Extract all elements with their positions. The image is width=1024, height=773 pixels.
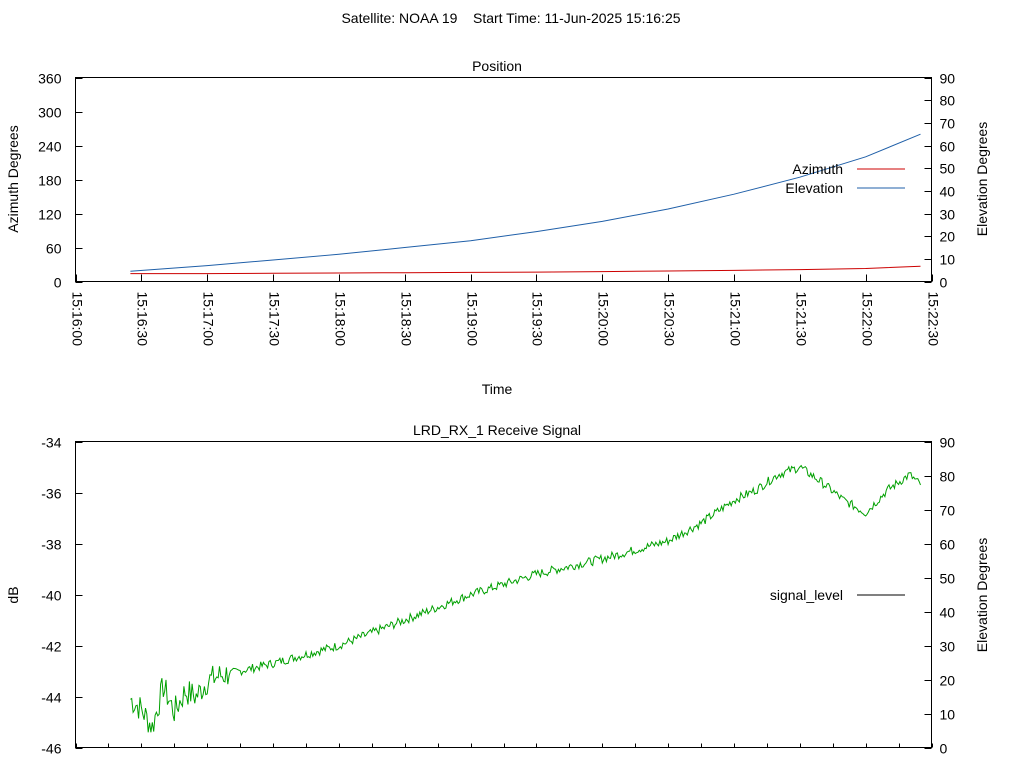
y2-tick-label: 90: [940, 71, 956, 87]
y-tick-label: 60: [46, 241, 62, 257]
y-tick-label: -36: [41, 486, 61, 502]
position-chart-ticks: [75, 78, 933, 283]
legend-signal-level-label: signal_level: [770, 587, 843, 603]
azimuth-axis-label: Azimuth Degrees: [5, 125, 21, 232]
x-tick-label: 15:17:30: [267, 292, 283, 347]
position-plot-frame: [75, 77, 932, 282]
y2-tick-label: 60: [940, 139, 956, 155]
x-tick-label: 15:22:00: [860, 292, 876, 347]
y2-tick-label: 30: [940, 207, 956, 223]
position-chart: Position Azimuth Degrees Elevation Degre…: [5, 58, 990, 397]
signal-plot-frame: [75, 441, 932, 748]
x-tick-label: 15:22:30: [926, 292, 942, 347]
legend-azimuth-label: Azimuth: [792, 161, 843, 177]
y2-tick-label: 70: [940, 503, 956, 519]
x-tick-label: 15:16:30: [135, 292, 151, 347]
y-tick-label: 180: [38, 173, 62, 189]
y-tick-label: -40: [41, 588, 61, 604]
signal-chart: LRD_RX_1 Receive Signal dB Elevation Deg…: [5, 422, 990, 757]
series-signal-level-line: [130, 464, 921, 733]
y-tick-label: 0: [54, 275, 62, 291]
x-tick-label: 15:19:00: [465, 292, 481, 347]
y-tick-label: -38: [41, 537, 61, 553]
y2-tick-label: 40: [940, 605, 956, 621]
y2-tick-label: 50: [940, 161, 956, 177]
series-azimuth-line: [130, 265, 921, 275]
position-chart-series: [130, 133, 921, 275]
y2-tick-label: 60: [940, 537, 956, 553]
y2-tick-label: 70: [940, 116, 956, 132]
y2-tick-label: 0: [940, 741, 948, 757]
figure-title: Satellite: NOAA 19 Start Time: 11-Jun-20…: [341, 10, 680, 26]
elevation-axis-label: Elevation Degrees: [974, 122, 990, 236]
x-tick-label: 15:19:30: [530, 292, 546, 347]
y2-tick-label: 50: [940, 571, 956, 587]
series-elevation-line: [130, 133, 921, 272]
legend-elevation-label: Elevation: [785, 180, 843, 196]
signal-chart-tick-labels: -46 -44 -42 -40 -38 -36 -34 0 10 20 30 40 50 60 70 80 90: [41, 435, 955, 757]
signal-elevation-axis-label: Elevation Degrees: [974, 538, 990, 652]
y-tick-label: -34: [41, 435, 61, 451]
y-tick-label: 240: [38, 139, 62, 155]
signal-chart-ticks: [75, 442, 933, 749]
x-tick-label: 15:21:00: [728, 292, 744, 347]
y2-tick-label: 20: [940, 673, 956, 689]
position-chart-tick-labels: 0 60 120 180 240 300 360 0 10 20 30 40 50 60 70 80 90 15:…: [38, 71, 955, 347]
x-tick-label: 15:21:30: [794, 292, 810, 347]
y-tick-label: -44: [41, 690, 61, 706]
y-tick-label: -42: [41, 639, 61, 655]
x-tick-label: 15:20:00: [596, 292, 612, 347]
signal-chart-title: LRD_RX_1 Receive Signal: [413, 422, 581, 438]
x-tick-label: 15:18:30: [399, 292, 415, 347]
x-tick-label: 15:16:00: [70, 292, 86, 347]
y-tick-label: -46: [41, 741, 61, 757]
y2-tick-label: 30: [940, 639, 956, 655]
position-legend: Azimuth Elevation: [785, 161, 905, 196]
y-tick-label: 120: [38, 207, 62, 223]
y2-tick-label: 80: [940, 93, 956, 109]
time-axis-label: Time: [482, 381, 513, 397]
x-tick-label: 15:18:00: [333, 292, 349, 347]
signal-legend: signal_level: [770, 587, 905, 603]
y2-tick-label: 10: [940, 252, 956, 268]
y-tick-label: 360: [38, 71, 62, 87]
x-tick-label: 15:17:00: [201, 292, 217, 347]
signal-chart-series: [130, 464, 921, 733]
x-tick-label: 15:20:30: [662, 292, 678, 347]
y-tick-label: 300: [38, 105, 62, 121]
y2-tick-label: 90: [940, 435, 956, 451]
y2-tick-label: 0: [940, 275, 948, 291]
y2-tick-label: 80: [940, 469, 956, 485]
y2-tick-label: 10: [940, 707, 956, 723]
position-chart-title: Position: [472, 58, 522, 74]
db-axis-label: dB: [5, 586, 21, 603]
y2-tick-label: 40: [940, 184, 956, 200]
y2-tick-label: 20: [940, 229, 956, 245]
